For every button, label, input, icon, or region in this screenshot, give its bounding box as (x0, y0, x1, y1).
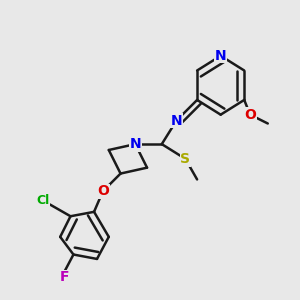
Text: O: O (97, 184, 109, 198)
Text: F: F (60, 270, 69, 284)
Text: Cl: Cl (36, 194, 49, 207)
Text: N: N (130, 137, 141, 151)
Text: O: O (244, 108, 256, 122)
Text: S: S (180, 152, 190, 166)
Text: F: F (60, 270, 69, 284)
Text: N: N (171, 114, 182, 128)
Text: O: O (244, 108, 256, 122)
Text: S: S (180, 152, 190, 166)
Text: O: O (97, 184, 109, 198)
Text: N: N (171, 114, 182, 128)
Text: Cl: Cl (36, 194, 49, 207)
Text: N: N (215, 49, 226, 63)
Text: N: N (130, 137, 141, 151)
